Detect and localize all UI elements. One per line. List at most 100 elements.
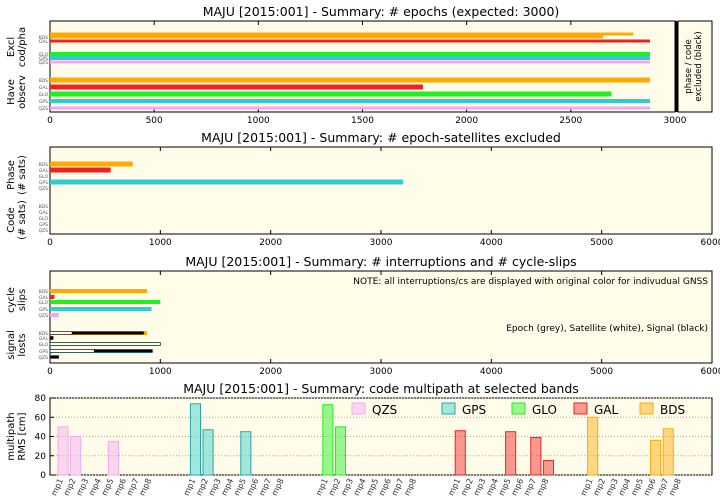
bar-bds [50, 77, 650, 83]
group-label: Excl cod/pha [6, 27, 28, 67]
bar-signal-gal [50, 336, 54, 340]
bar-bds-mp6 [650, 439, 662, 476]
group-label-line1: Phase [6, 160, 17, 190]
group-label-line1: Code [6, 207, 17, 233]
bar-gal [50, 84, 423, 90]
group-label-line1: signal [6, 330, 17, 360]
group-label-line2: losts [17, 333, 28, 356]
bar-gal [50, 167, 111, 173]
x-tick-label: 1000 [247, 116, 270, 126]
bar-qzs [50, 60, 650, 64]
bar-gal-mp7 [530, 436, 542, 476]
chart-title: MAJU [2015:001] - Summary: code multipat… [183, 381, 579, 396]
row-label-qzs: QZS [39, 313, 49, 319]
row-label-glo: GLO [39, 92, 49, 98]
x-tick-label: 5000 [590, 238, 613, 248]
bar-gal [50, 39, 650, 43]
row-label-gps: GPS [39, 180, 48, 186]
note: NOTE: all interruptions/cs are displayed… [353, 277, 708, 287]
x-tick-label: 6000 [701, 367, 720, 377]
group-label: Phase (# sats) [6, 155, 28, 195]
row-label-qzs: QZS [39, 355, 49, 361]
y-tick-label: 40 [35, 433, 47, 443]
chart-interruptions: MAJU [2015:001] - Summary: # interruptio… [6, 254, 720, 377]
y-axis-label: multipath RMS [cm] [6, 412, 28, 460]
bar-gps [50, 99, 650, 103]
side-label-line1: phase / code [684, 39, 694, 93]
x-tick-label: 1000 [149, 367, 172, 377]
side-label-box [677, 20, 713, 113]
chart-title: MAJU [2015:001] - Summary: # epochs (exp… [203, 4, 560, 19]
row-label-gal: GAL [39, 168, 49, 174]
group-label-line2: observ [17, 75, 28, 109]
bar-gps-mp1 [189, 403, 201, 476]
chart-excluded: MAJU [2015:001] - Summary: # epoch-satel… [6, 130, 720, 248]
y-tick-label: 80 [35, 394, 47, 404]
x-tick-label: 2000 [259, 238, 282, 248]
x-tick-label: 2500 [559, 116, 582, 126]
row-label-gal: GAL [39, 295, 49, 301]
plot-area [49, 146, 713, 235]
chart-epochs: MAJU [2015:001] - Summary: # epochs (exp… [6, 4, 713, 126]
x-tick-label: 3000 [664, 116, 687, 126]
bar-qzs [50, 106, 650, 110]
legend: QZS GPS GLO GAL BDS [351, 402, 685, 417]
legend-swatch-gps [441, 402, 456, 415]
bar-gps [50, 179, 404, 185]
x-tick-label: 3000 [370, 238, 393, 248]
group-label: cycle slips [6, 287, 28, 313]
x-tick-label: 0 [47, 367, 53, 377]
group-label: Have observ [6, 75, 28, 109]
side-label-line2: excluded (black) [694, 31, 704, 101]
chart-multipath: MAJU [2015:001] - Summary: code multipat… [6, 381, 713, 497]
x-tick-label: 2000 [455, 116, 478, 126]
bar-gps-mp5 [240, 431, 252, 476]
excluded-marker [675, 21, 678, 112]
bar-glo-mp1 [322, 404, 334, 476]
bar-bds [50, 35, 604, 39]
x-tick-label: 4000 [480, 238, 503, 248]
legend-swatch-qzs [351, 402, 366, 415]
bar-gps-mp2 [202, 429, 214, 476]
row-label-qzs: QZS [39, 228, 49, 234]
row-label-gal: GAL [39, 39, 49, 45]
group-label: signal losts [6, 330, 28, 360]
bar-satellite-glo [49, 342, 161, 346]
group-label-line1: Excl [6, 37, 17, 57]
row-label-qzs: QZS [39, 186, 49, 192]
bar-glo [50, 52, 650, 56]
bar-qzs-mp5 [107, 440, 120, 476]
x-tick-label: 500 [146, 116, 163, 126]
y-tick-label: 0 [40, 471, 46, 481]
x-tick-label: 2000 [259, 367, 282, 377]
bar-glo [50, 91, 612, 97]
bar-satellite-gps [49, 349, 95, 353]
legend-swatch-gal [573, 402, 588, 415]
legend-label-bds: BDS [660, 403, 685, 417]
row-label-glo: GLO [39, 216, 49, 222]
row-label-bds: BDS [39, 204, 49, 210]
row-label-gps: GPS [39, 349, 48, 355]
bar-satellite-bds [49, 331, 73, 335]
group-label-line1: Have [6, 79, 17, 105]
x-tick-label: 0 [47, 238, 53, 248]
row-label-qzs: QZS [39, 60, 49, 66]
bar-gal-mp8 [542, 460, 555, 476]
row-label-bds: BDS [39, 162, 49, 168]
bar-bds-mp1 [587, 416, 599, 476]
x-tick-label: mp8 [138, 477, 154, 497]
legend-swatch-bds [639, 402, 654, 415]
plot-area [49, 270, 713, 364]
legend-label-qzs: QZS [372, 403, 397, 417]
x-tick-label: 4000 [480, 367, 503, 377]
group-label-line1: cycle [6, 287, 17, 313]
x-tick-label: mp8 [667, 477, 683, 497]
row-label-gps: GPS [39, 307, 48, 313]
bar-gps [50, 307, 152, 311]
y-axis-label-line2: RMS [cm] [17, 412, 28, 460]
legend-swatch-glo [511, 402, 526, 415]
x-tick-label: mp8 [270, 477, 286, 497]
x-tick-label: 6000 [701, 238, 720, 248]
note-2: Epoch (grey), Satellite (white), Signal … [506, 324, 708, 334]
